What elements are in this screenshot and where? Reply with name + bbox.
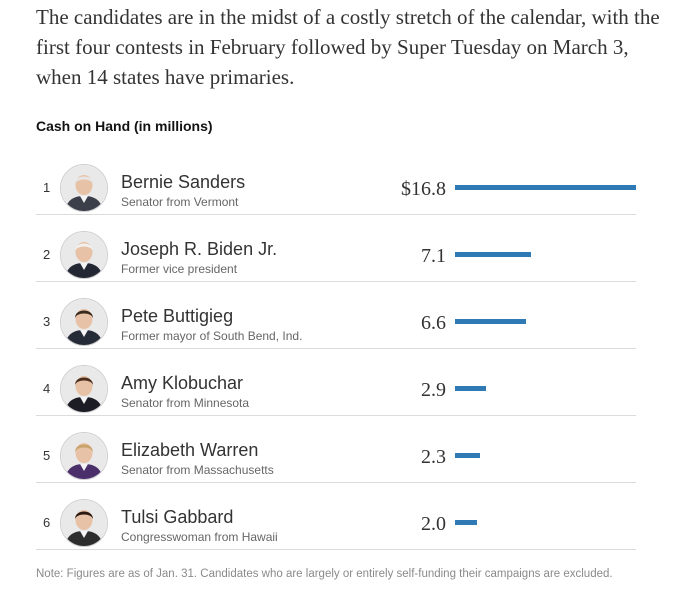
footnote: Note: Figures are as of Jan. 31. Candida… bbox=[36, 568, 613, 580]
joseph-biden-portrait bbox=[60, 231, 108, 279]
cash-value-label: $16.8 bbox=[401, 178, 446, 200]
candidate-title: Senator from Massachusetts bbox=[121, 463, 274, 477]
cash-value-label: 2.9 bbox=[421, 379, 446, 401]
cash-value-label: 2.3 bbox=[421, 446, 446, 468]
candidate-title: Congresswoman from Hawaii bbox=[121, 530, 278, 544]
candidate-name: Pete Buttigieg bbox=[121, 306, 234, 326]
candidate-row: 3 Pete Buttigieg Former mayor of South Ben… bbox=[36, 282, 636, 349]
cash-bar bbox=[455, 319, 526, 324]
rank-number: 5 bbox=[43, 448, 51, 463]
cash-bar bbox=[455, 386, 486, 391]
rank-number: 1 bbox=[43, 180, 51, 195]
candidate-name: Amy Klobuchar bbox=[121, 373, 244, 393]
rank-number: 4 bbox=[43, 381, 51, 396]
cash-bar bbox=[455, 252, 531, 257]
candidate-row: 5 Elizabeth Warren Senator from Massachuse… bbox=[36, 416, 636, 483]
cash-bar bbox=[455, 453, 480, 458]
elizabeth-warren-portrait bbox=[60, 432, 108, 480]
intro-paragraph: The candidates are in the midst of a cos… bbox=[36, 5, 660, 89]
chart-title: Cash on Hand (in millions) bbox=[36, 118, 213, 134]
candidate-title: Former vice president bbox=[121, 262, 238, 276]
cash-value-label: 2.0 bbox=[421, 513, 446, 535]
candidate-row: 6 Tulsi Gabbard Congresswoman from Hawaii 2… bbox=[36, 483, 636, 550]
rank-number: 6 bbox=[43, 515, 51, 530]
candidate-row: 1 Bernie Sanders Senator from Vermont $16.8 bbox=[36, 148, 636, 215]
rank-number: 3 bbox=[43, 314, 51, 329]
tulsi-gabbard-portrait bbox=[60, 499, 108, 547]
pete-buttigieg-portrait bbox=[60, 298, 108, 346]
candidate-name: Tulsi Gabbard bbox=[121, 507, 234, 527]
candidate-row: 2 Joseph R. Biden Jr. Former vice presiden… bbox=[36, 215, 636, 282]
candidate-title: Former mayor of South Bend, Ind. bbox=[121, 329, 303, 343]
candidate-row: 4 Amy Klobuchar Senator from Minnesota 2.9 bbox=[36, 349, 636, 416]
bernie-sanders-portrait bbox=[60, 164, 108, 212]
candidate-name: Bernie Sanders bbox=[121, 172, 246, 192]
cash-value-label: 7.1 bbox=[421, 245, 446, 267]
candidate-name: Joseph R. Biden Jr. bbox=[121, 239, 278, 259]
cash-bar bbox=[455, 185, 636, 190]
cash-bar bbox=[455, 520, 477, 525]
candidate-list: 1 Bernie Sanders Senator from Vermont $16.8… bbox=[36, 148, 636, 550]
amy-klobuchar-portrait bbox=[60, 365, 108, 413]
candidate-name: Elizabeth Warren bbox=[121, 440, 259, 460]
candidate-title: Senator from Vermont bbox=[121, 195, 239, 209]
rank-number: 2 bbox=[43, 247, 51, 262]
cash-value-label: 6.6 bbox=[421, 312, 446, 334]
candidate-title: Senator from Minnesota bbox=[121, 396, 250, 410]
